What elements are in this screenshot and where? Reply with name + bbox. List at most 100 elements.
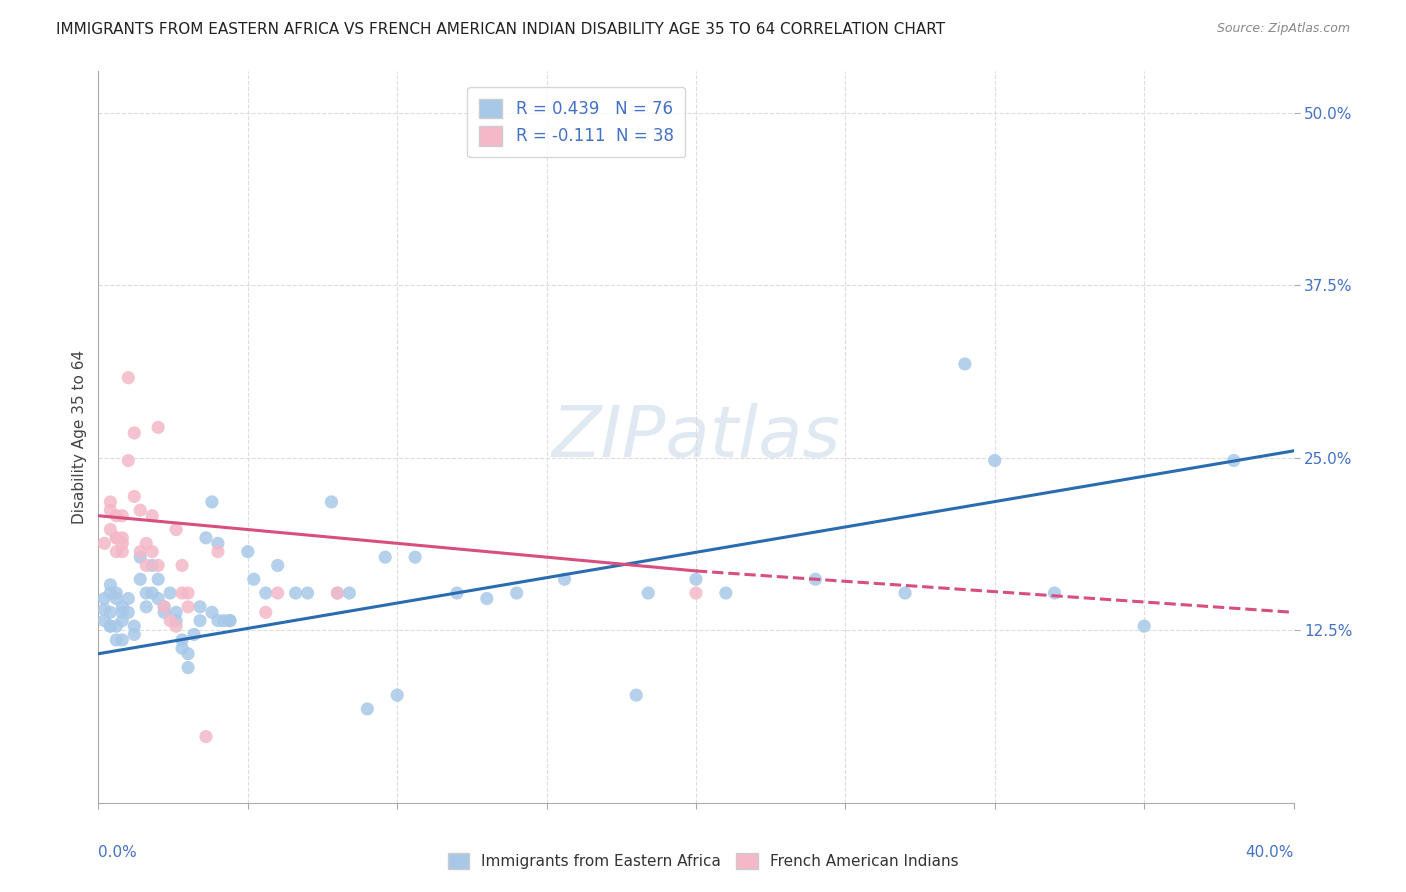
Point	[124, 425, 146, 440]
Point	[111, 599, 134, 614]
Point	[117, 370, 139, 384]
Point	[219, 614, 242, 628]
Point	[475, 591, 498, 606]
Point	[254, 586, 277, 600]
Point	[267, 558, 290, 573]
Point	[183, 627, 205, 641]
Point	[714, 586, 737, 600]
Point	[637, 586, 659, 600]
Point	[326, 586, 349, 600]
Text: 40.0%: 40.0%	[1246, 846, 1294, 860]
Point	[243, 572, 266, 586]
Point	[188, 599, 211, 614]
Point	[141, 586, 163, 600]
Point	[983, 453, 1005, 467]
Point	[135, 599, 157, 614]
Point	[105, 508, 128, 523]
Point	[165, 523, 187, 537]
Point	[98, 619, 122, 633]
Point	[177, 647, 200, 661]
Point	[93, 591, 115, 606]
Point	[105, 544, 128, 558]
Point	[124, 627, 146, 641]
Point	[111, 536, 134, 550]
Point	[177, 586, 200, 600]
Point	[117, 591, 139, 606]
Point	[339, 586, 360, 600]
Text: Source: ZipAtlas.com: Source: ZipAtlas.com	[1216, 22, 1350, 36]
Point	[105, 531, 128, 545]
Point	[105, 531, 128, 545]
Point	[506, 586, 529, 600]
Point	[124, 619, 146, 633]
Point	[172, 558, 194, 573]
Point	[254, 605, 277, 619]
Point	[194, 531, 218, 545]
Y-axis label: Disability Age 35 to 64: Disability Age 35 to 64	[72, 350, 87, 524]
Point	[284, 586, 307, 600]
Point	[153, 605, 176, 619]
Point	[98, 578, 122, 592]
Point	[135, 558, 157, 573]
Point	[111, 531, 134, 545]
Point	[117, 605, 139, 619]
Point	[98, 586, 122, 600]
Point	[98, 523, 122, 537]
Point	[177, 599, 200, 614]
Point	[207, 544, 229, 558]
Point	[135, 586, 157, 600]
Point	[188, 614, 211, 628]
Point	[267, 586, 290, 600]
Point	[105, 619, 128, 633]
Legend: R = 0.439   N = 76, R = -0.111  N = 38: R = 0.439 N = 76, R = -0.111 N = 38	[467, 87, 686, 157]
Point	[554, 572, 576, 586]
Point	[236, 544, 259, 558]
Point	[219, 614, 242, 628]
Point	[194, 730, 218, 744]
Point	[93, 602, 115, 616]
Point	[172, 632, 194, 647]
Point	[624, 688, 647, 702]
Point	[105, 586, 128, 600]
Point	[93, 614, 115, 628]
Point	[98, 619, 122, 633]
Point	[446, 586, 468, 600]
Point	[148, 572, 170, 586]
Point	[159, 614, 181, 628]
Point	[111, 605, 134, 619]
Point	[212, 614, 235, 628]
Legend: Immigrants from Eastern Africa, French American Indians: Immigrants from Eastern Africa, French A…	[441, 847, 965, 875]
Point	[172, 586, 194, 600]
Point	[111, 508, 134, 523]
Point	[953, 357, 976, 371]
Point	[124, 490, 146, 504]
Point	[1043, 586, 1066, 600]
Point	[141, 544, 163, 558]
Point	[105, 591, 128, 606]
Point	[172, 641, 194, 656]
Point	[148, 420, 170, 434]
Point	[207, 536, 229, 550]
Text: ZIPatlas: ZIPatlas	[551, 402, 841, 472]
Point	[135, 536, 157, 550]
Point	[685, 586, 707, 600]
Point	[153, 599, 176, 614]
Point	[201, 605, 224, 619]
Point	[165, 605, 187, 619]
Text: 0.0%: 0.0%	[98, 846, 138, 860]
Point	[129, 503, 152, 517]
Point	[177, 660, 200, 674]
Point	[356, 702, 378, 716]
Point	[1223, 453, 1246, 467]
Point	[804, 572, 827, 586]
Point	[93, 536, 115, 550]
Point	[129, 544, 152, 558]
Point	[159, 586, 181, 600]
Point	[385, 688, 409, 702]
Point	[111, 544, 134, 558]
Text: IMMIGRANTS FROM EASTERN AFRICA VS FRENCH AMERICAN INDIAN DISABILITY AGE 35 TO 64: IMMIGRANTS FROM EASTERN AFRICA VS FRENCH…	[56, 22, 945, 37]
Point	[111, 632, 134, 647]
Point	[129, 572, 152, 586]
Point	[165, 614, 187, 628]
Point	[111, 614, 134, 628]
